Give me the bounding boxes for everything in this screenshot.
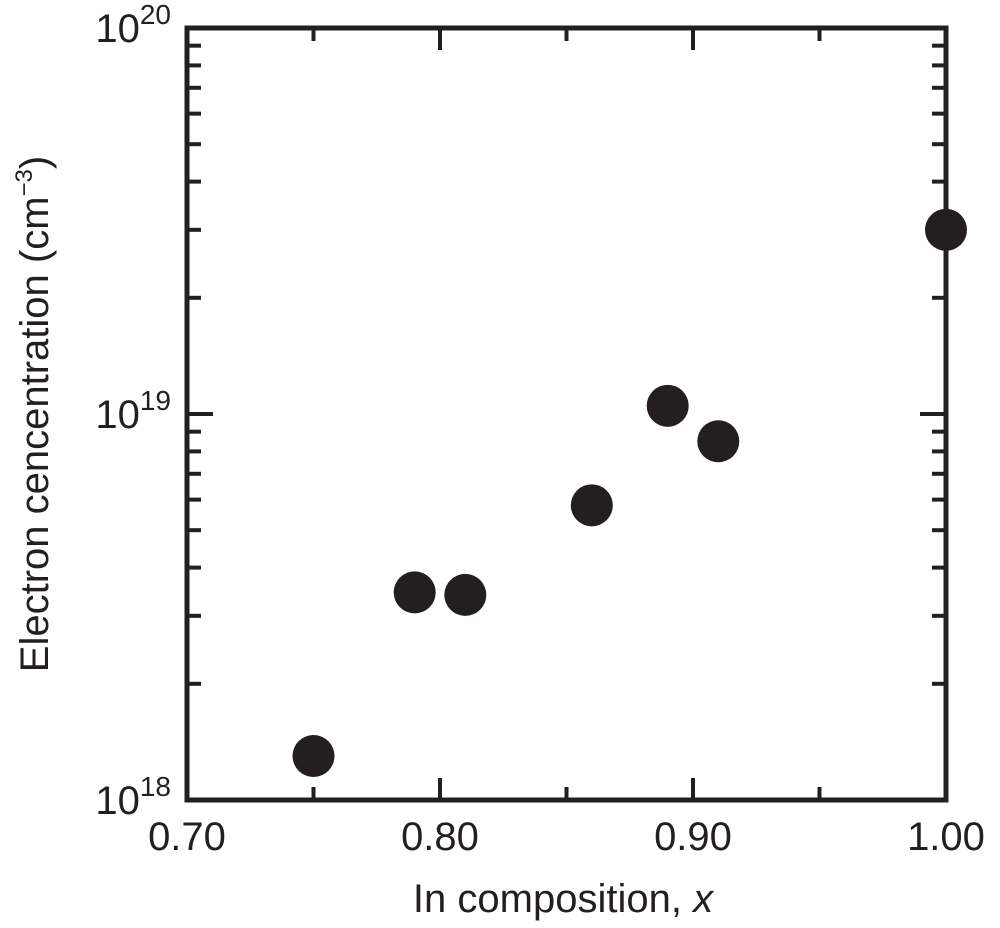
y-tick-label: 1020 (95, 0, 171, 51)
plot-area-frame (184, 25, 949, 803)
y-axis-title: Electron cencentration (cm−3) (11, 156, 57, 672)
data-point (646, 384, 689, 427)
tick-marks (185, 26, 948, 802)
data-point (697, 420, 740, 463)
y-tick-label: 1019 (95, 385, 171, 437)
x-axis-title: In composition, x (413, 877, 715, 921)
data-point (393, 571, 436, 614)
x-tick-label: 0.70 (148, 815, 226, 859)
data-point (444, 573, 487, 616)
data-points (292, 208, 967, 778)
tick-labels: 0.70 0.80 0.90 1.00 1018 1019 1020 (95, 0, 985, 859)
data-point (570, 484, 613, 527)
y-tick-label: 1018 (95, 771, 171, 823)
x-tick-label: 0.90 (654, 815, 732, 859)
x-tick-label: 0.80 (401, 815, 479, 859)
data-point (292, 735, 335, 778)
x-tick-label: 1.00 (907, 815, 985, 859)
